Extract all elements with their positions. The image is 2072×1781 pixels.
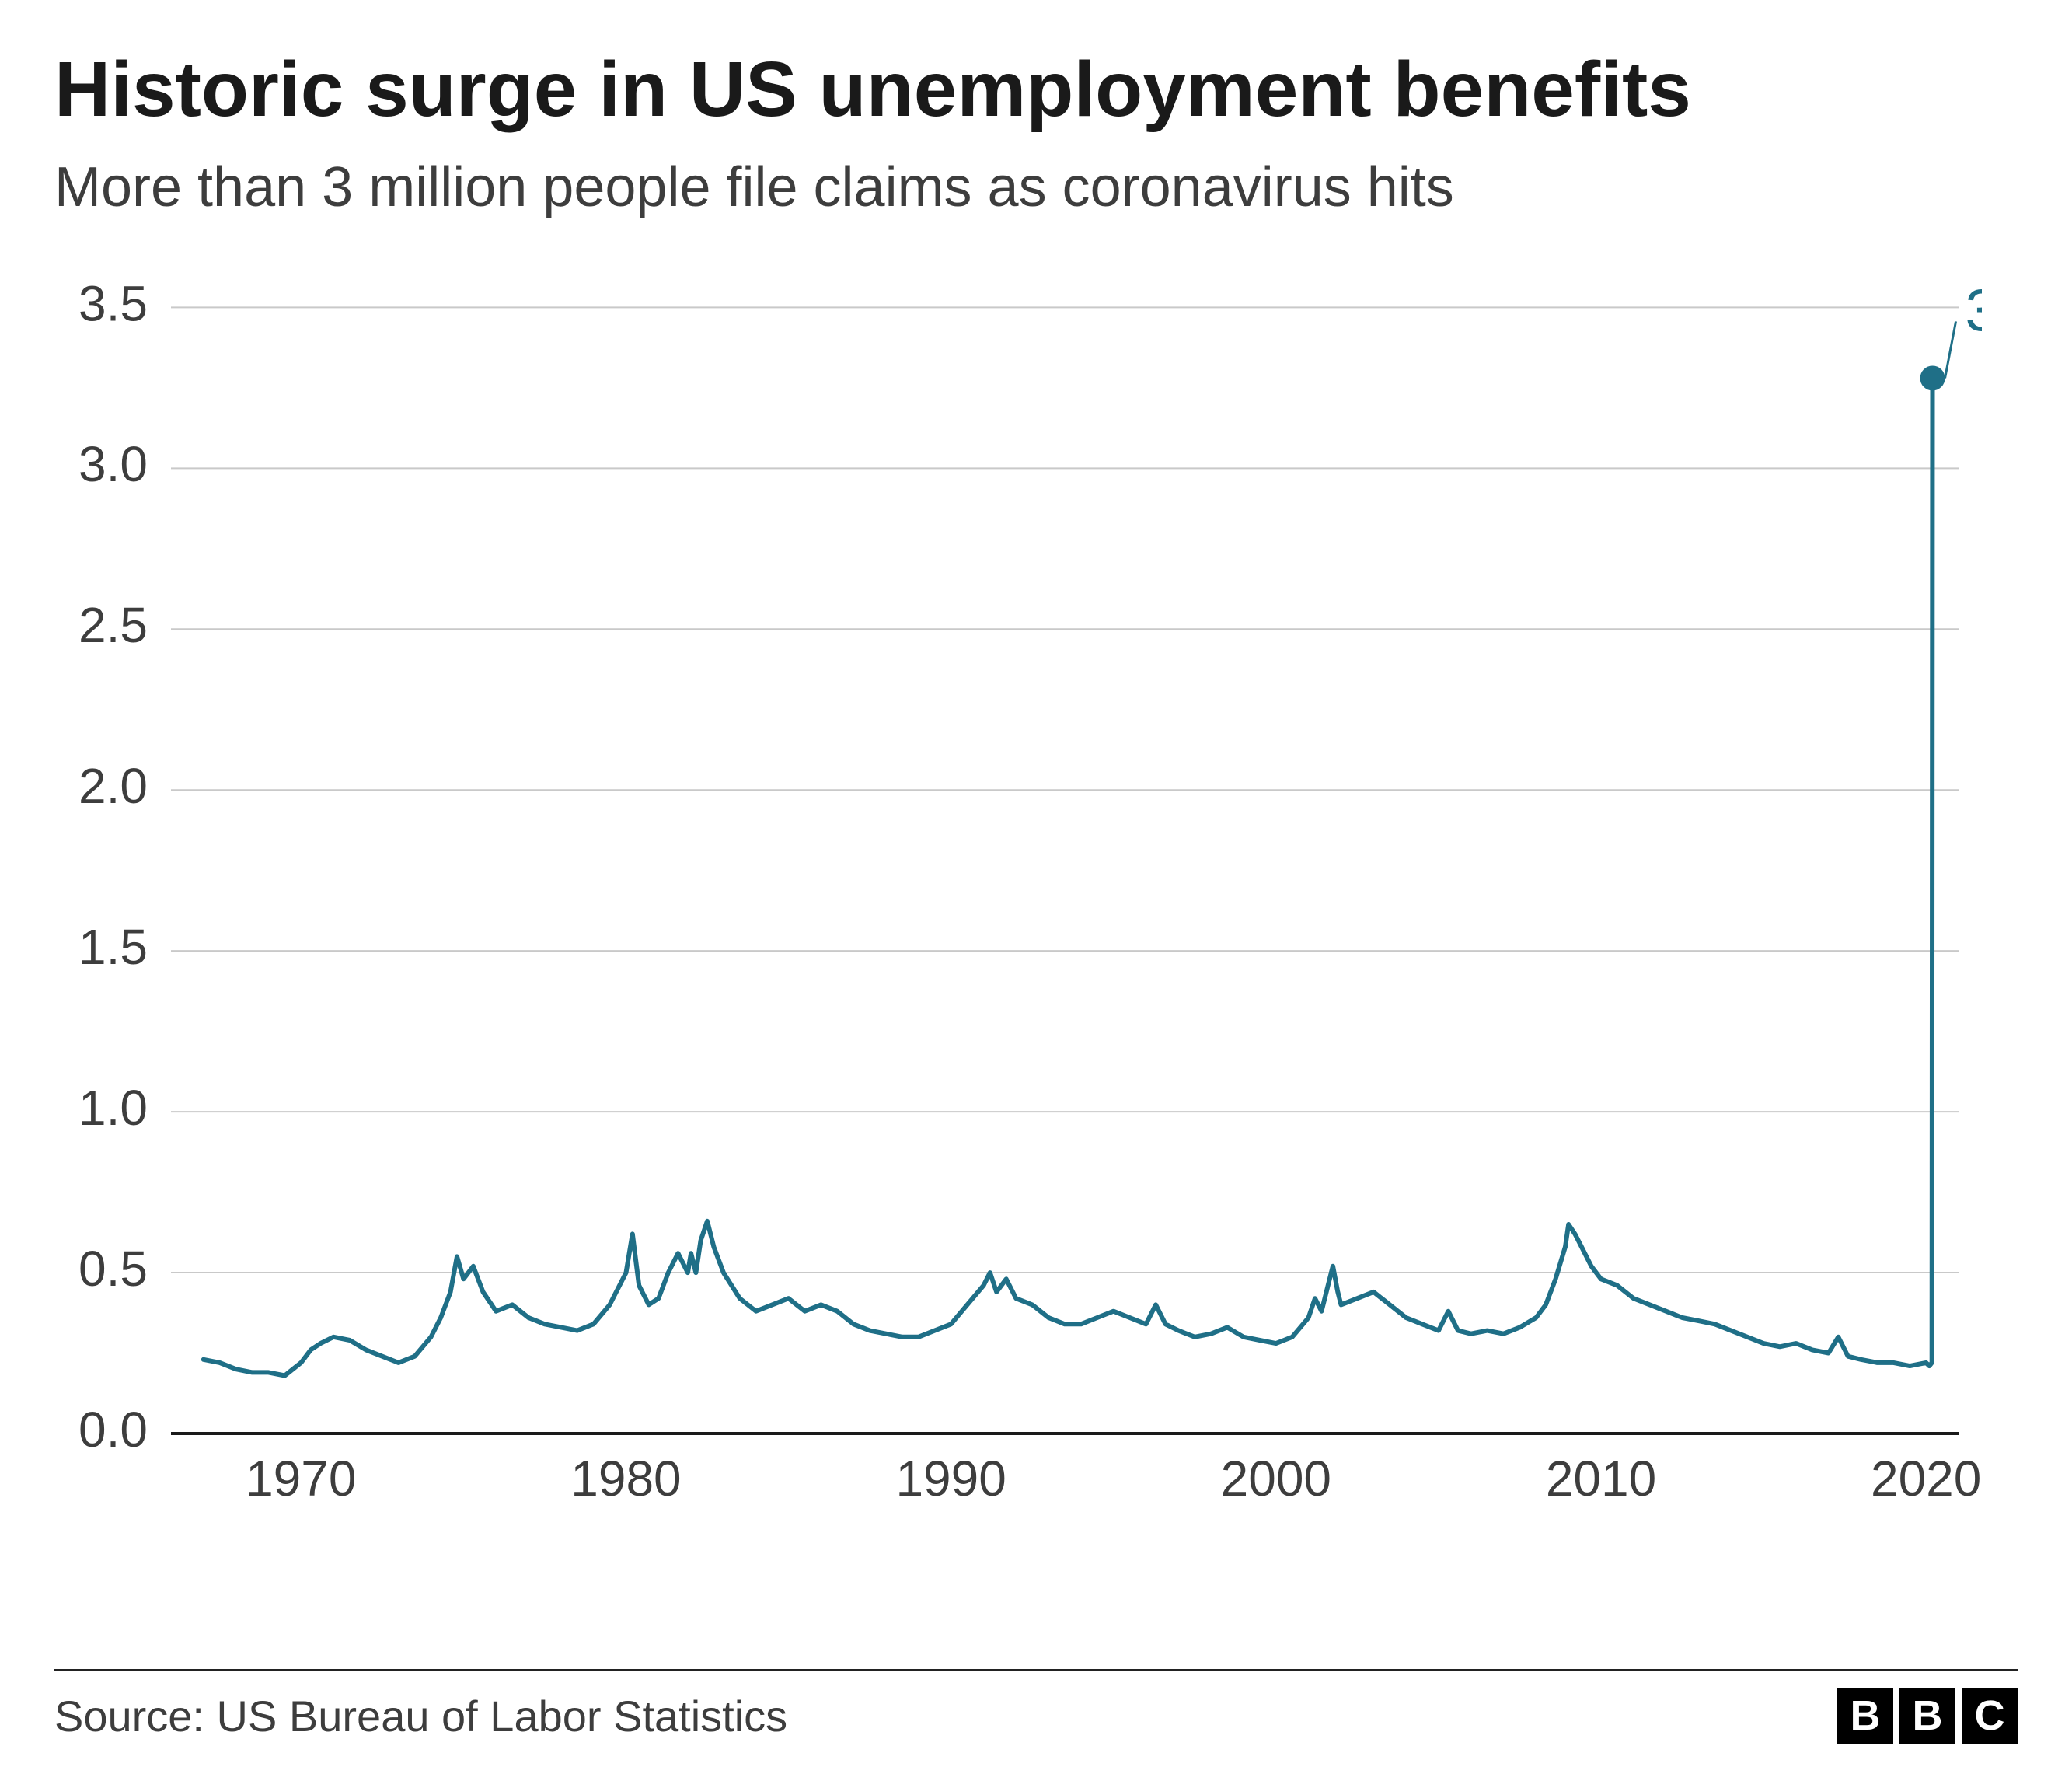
x-tick-label: 1970 — [246, 1451, 356, 1507]
x-tick-label: 1990 — [895, 1451, 1006, 1507]
y-tick-label: 0.0 — [78, 1402, 148, 1458]
y-tick-label: 3.0 — [78, 437, 148, 493]
chart-subtitle: More than 3 million people file claims a… — [54, 154, 2018, 221]
y-tick-label: 3.5 — [78, 276, 148, 332]
end-marker — [1920, 366, 1945, 391]
bbc-logo: BBC — [1837, 1688, 2018, 1744]
callout-label: 3.28m — [1966, 278, 1982, 344]
bbc-logo-block: B — [1837, 1688, 1893, 1744]
x-tick-label: 2020 — [1871, 1451, 1981, 1507]
x-tick-label: 1980 — [570, 1451, 681, 1507]
y-tick-label: 2.0 — [78, 759, 148, 815]
chart-footer: Source: US Bureau of Labor Statistics BB… — [54, 1669, 2018, 1744]
y-tick-label: 1.0 — [78, 1080, 148, 1136]
data-series-line — [204, 379, 1933, 1376]
chart-container: Historic surge in US unemployment benefi… — [0, 0, 2072, 1781]
bbc-logo-block: C — [1962, 1688, 2018, 1744]
y-tick-label: 0.5 — [78, 1241, 148, 1297]
chart-title: Historic surge in US unemployment benefi… — [54, 47, 2018, 132]
plot-area: 0.0 0.5 1.0 1.5 2.0 2.5 3.0 3.5 1970 1980 1990 2000… — [54, 267, 1982, 1527]
callout-connector — [1945, 322, 1956, 379]
y-tick-label: 2.5 — [78, 598, 148, 654]
y-tick-label: 1.5 — [78, 919, 148, 975]
line-chart-svg: 0.0 0.5 1.0 1.5 2.0 2.5 3.0 3.5 1970 1980 1990 2000… — [54, 267, 1982, 1527]
bbc-logo-block: B — [1899, 1688, 1955, 1744]
x-tick-label: 2000 — [1221, 1451, 1331, 1507]
source-label: Source: US Bureau of Labor Statistics — [54, 1691, 787, 1741]
x-tick-label: 2010 — [1546, 1451, 1656, 1507]
